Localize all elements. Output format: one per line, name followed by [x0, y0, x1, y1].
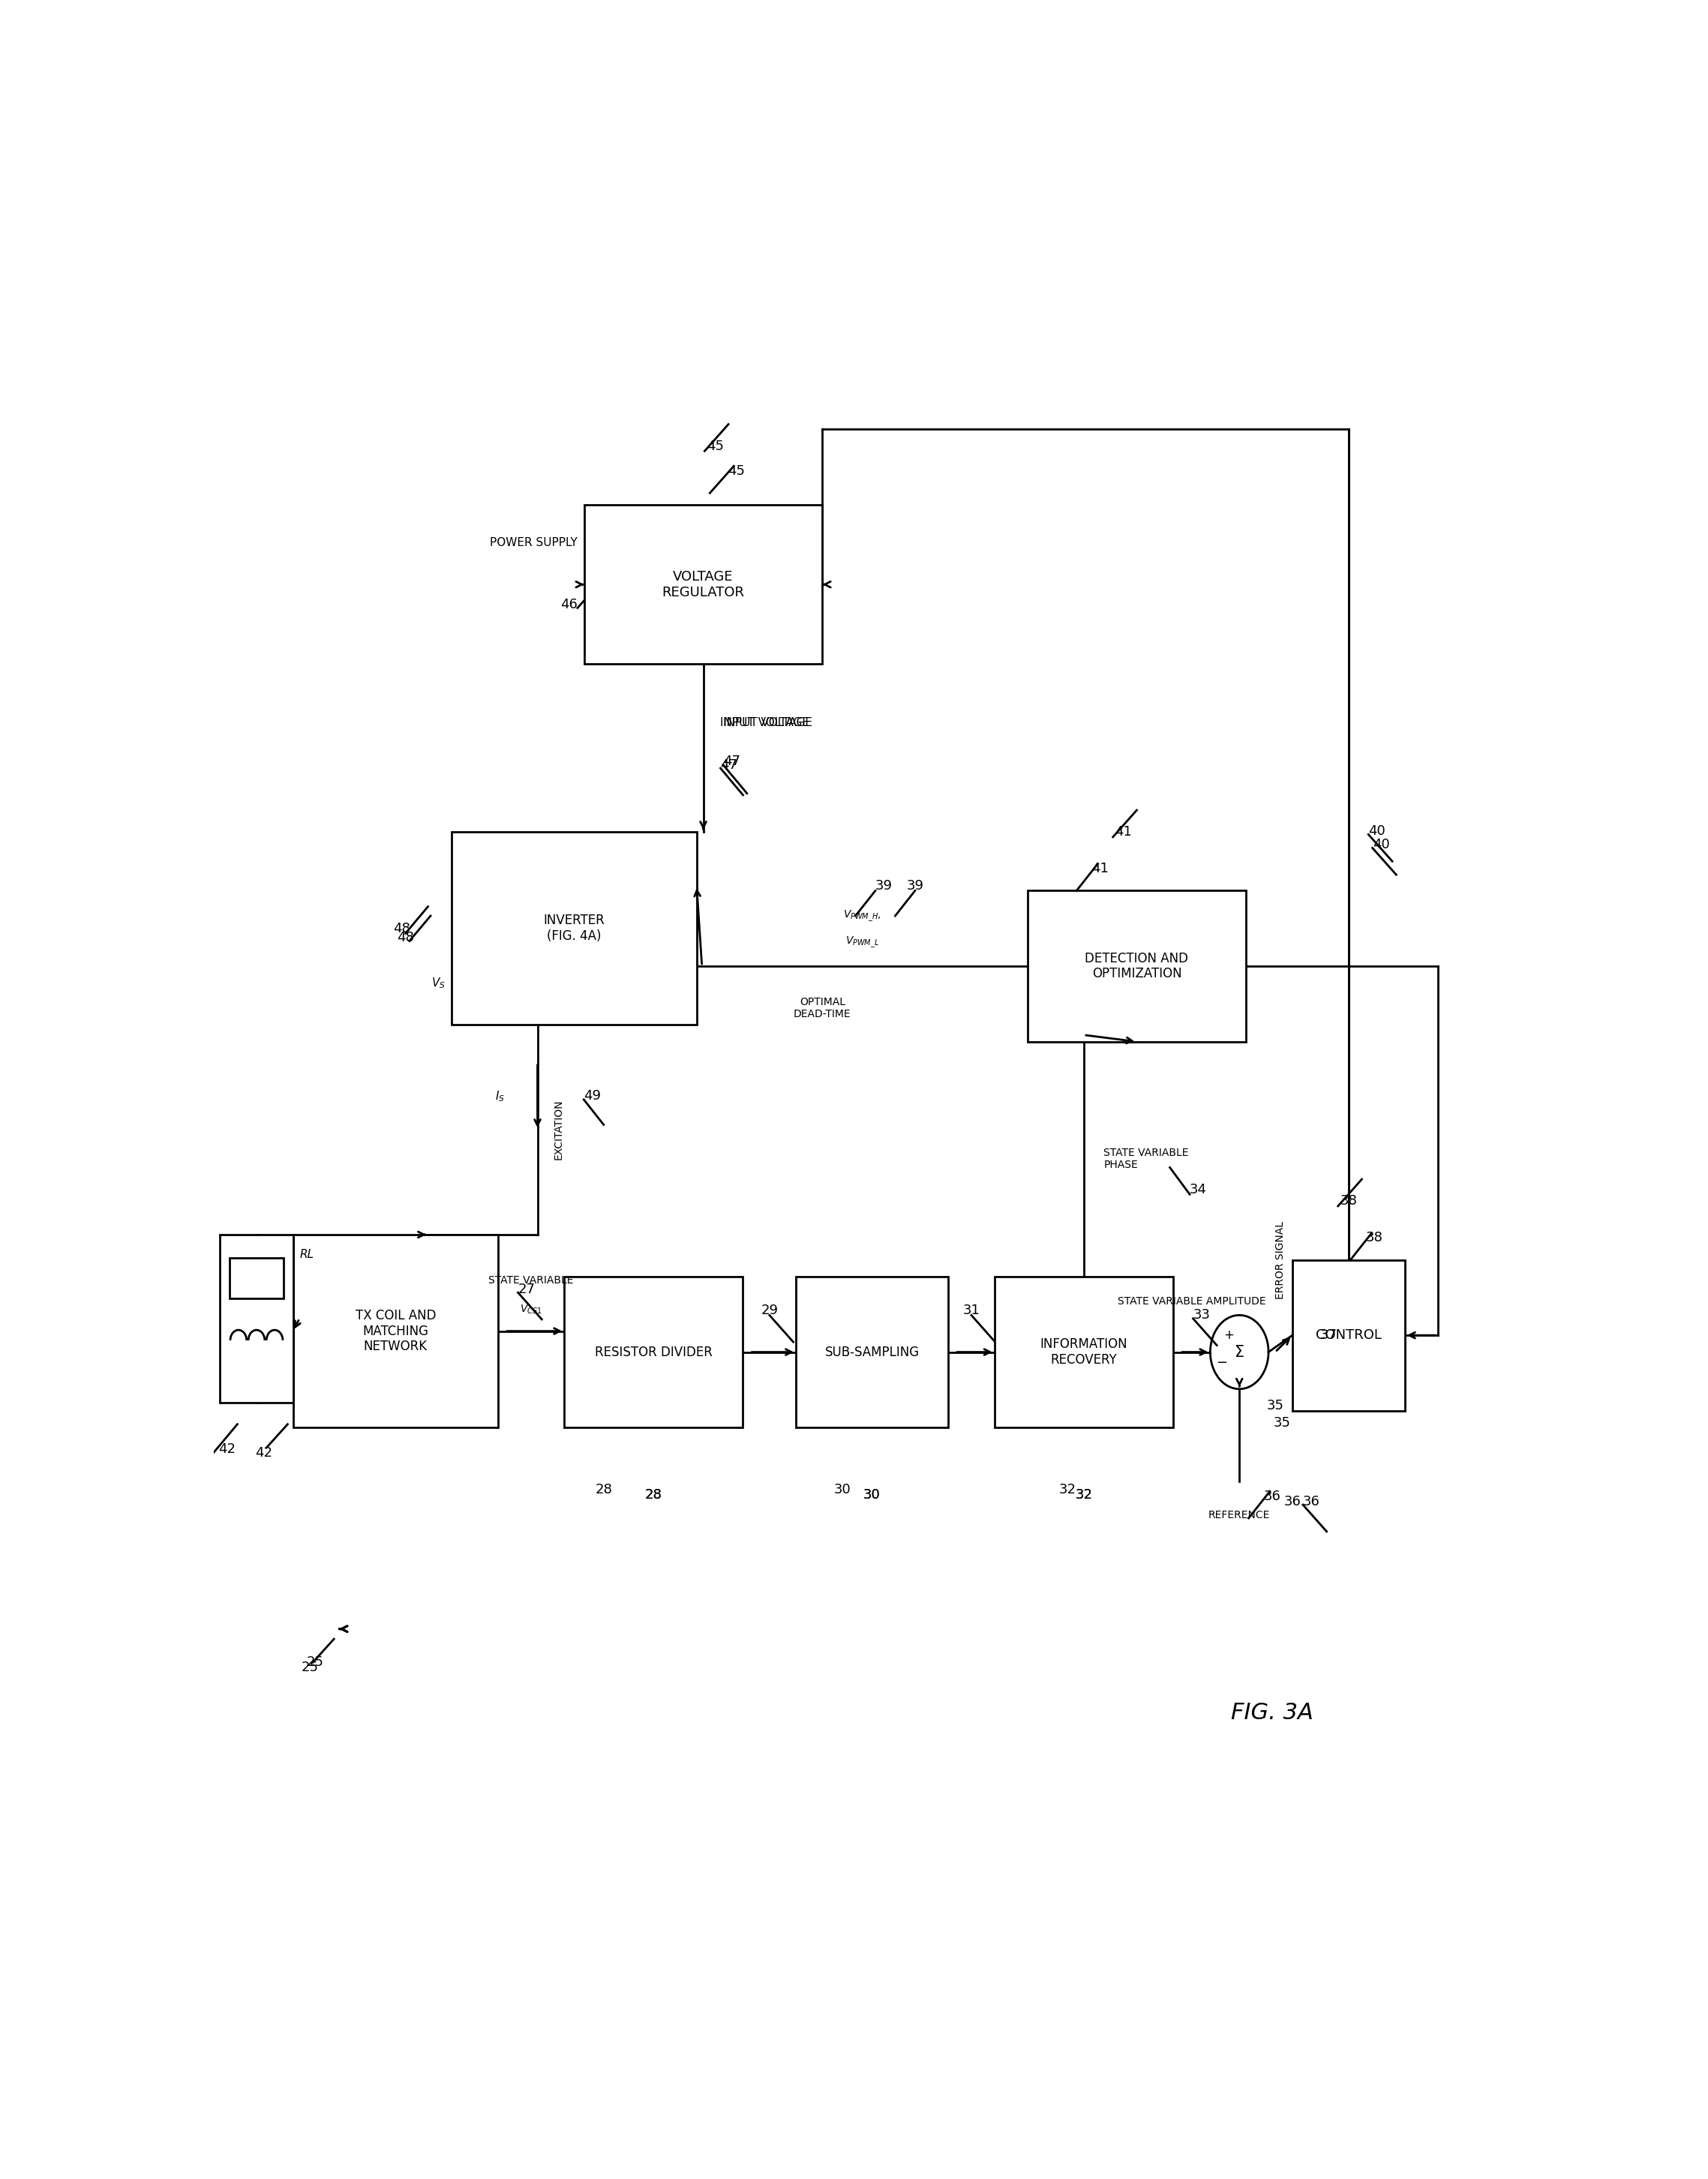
- Text: FIG. 3A: FIG. 3A: [1231, 1702, 1313, 1724]
- FancyBboxPatch shape: [294, 1235, 499, 1427]
- Text: 32: 32: [1059, 1484, 1076, 1497]
- Text: REFERENCE: REFERENCE: [1209, 1510, 1271, 1521]
- Text: TX COIL AND
MATCHING
NETWORK: TX COIL AND MATCHING NETWORK: [355, 1310, 436, 1353]
- Text: 39: 39: [907, 878, 924, 893]
- Text: STATE VARIABLE: STATE VARIABLE: [488, 1275, 574, 1286]
- Text: 28: 28: [596, 1484, 613, 1497]
- Text: 30: 30: [864, 1488, 881, 1501]
- Text: Σ: Σ: [1235, 1344, 1245, 1360]
- Text: 45: 45: [728, 464, 745, 477]
- Text: 40: 40: [1373, 837, 1390, 852]
- Text: 32: 32: [1076, 1488, 1093, 1501]
- Text: $V_{PWM\_L}$: $V_{PWM\_L}$: [845, 935, 880, 950]
- Text: 47: 47: [722, 754, 740, 769]
- Text: ERROR SIGNAL: ERROR SIGNAL: [1276, 1220, 1286, 1299]
- Text: INFORMATION
RECOVERY: INFORMATION RECOVERY: [1040, 1338, 1127, 1366]
- Text: 32: 32: [1076, 1488, 1093, 1501]
- Text: INPUT VOLTAGE: INPUT VOLTAGE: [722, 717, 813, 728]
- Text: +: +: [1225, 1329, 1235, 1342]
- Text: CONTROL: CONTROL: [1315, 1329, 1382, 1342]
- Text: 42: 42: [254, 1447, 273, 1460]
- Text: INPUT VOLTAGE: INPUT VOLTAGE: [721, 717, 810, 728]
- Text: 31: 31: [963, 1303, 980, 1316]
- Text: 41: 41: [1115, 826, 1132, 839]
- Text: −: −: [1216, 1355, 1228, 1371]
- Text: 38: 38: [1366, 1231, 1383, 1244]
- Text: POWER SUPPLY: POWER SUPPLY: [490, 536, 577, 549]
- FancyBboxPatch shape: [1028, 891, 1247, 1042]
- Text: INVERTER
(FIG. 4A): INVERTER (FIG. 4A): [543, 913, 605, 944]
- Text: 25: 25: [307, 1656, 325, 1669]
- Text: 46: 46: [560, 597, 577, 612]
- Text: STATE VARIABLE AMPLITUDE: STATE VARIABLE AMPLITUDE: [1117, 1297, 1266, 1307]
- Text: $V_S$: $V_S$: [430, 976, 446, 989]
- Text: 30: 30: [834, 1484, 851, 1497]
- Text: $V_{PWM\_H},$: $V_{PWM\_H},$: [844, 909, 881, 924]
- Text: STATE VARIABLE
PHASE: STATE VARIABLE PHASE: [1103, 1148, 1189, 1170]
- Text: 36: 36: [1284, 1495, 1301, 1508]
- Text: 39: 39: [876, 878, 893, 893]
- Text: 34: 34: [1190, 1183, 1208, 1196]
- Text: 45: 45: [707, 440, 724, 453]
- FancyBboxPatch shape: [564, 1277, 743, 1427]
- Text: OPTIMAL
DEAD-TIME: OPTIMAL DEAD-TIME: [794, 996, 851, 1020]
- Text: 38: 38: [1341, 1194, 1358, 1207]
- Text: 49: 49: [584, 1090, 601, 1103]
- Text: 48: 48: [396, 930, 413, 944]
- FancyBboxPatch shape: [229, 1257, 284, 1299]
- Text: $I_S$: $I_S$: [495, 1090, 504, 1103]
- Text: 42: 42: [219, 1442, 236, 1456]
- Text: 28: 28: [646, 1488, 663, 1501]
- Text: 36: 36: [1264, 1490, 1281, 1504]
- Text: 29: 29: [760, 1303, 779, 1316]
- Text: 40: 40: [1368, 824, 1385, 839]
- Text: VOLTAGE
REGULATOR: VOLTAGE REGULATOR: [663, 571, 745, 599]
- FancyBboxPatch shape: [220, 1235, 294, 1403]
- Text: 35: 35: [1272, 1416, 1290, 1429]
- FancyBboxPatch shape: [1293, 1259, 1404, 1410]
- FancyBboxPatch shape: [994, 1277, 1173, 1427]
- Text: 37: 37: [1320, 1329, 1337, 1342]
- Text: RESISTOR DIVIDER: RESISTOR DIVIDER: [594, 1344, 712, 1360]
- FancyBboxPatch shape: [796, 1277, 948, 1427]
- Text: DETECTION AND
OPTIMIZATION: DETECTION AND OPTIMIZATION: [1085, 952, 1189, 981]
- Text: 33: 33: [1192, 1307, 1211, 1323]
- Text: 36: 36: [1303, 1495, 1320, 1508]
- FancyBboxPatch shape: [584, 506, 823, 665]
- FancyBboxPatch shape: [451, 832, 697, 1024]
- Text: 47: 47: [721, 758, 738, 771]
- Text: 30: 30: [864, 1488, 881, 1501]
- Text: $V_{CS1}$: $V_{CS1}$: [519, 1303, 543, 1316]
- Text: 27: 27: [518, 1283, 535, 1297]
- Text: SUB-SAMPLING: SUB-SAMPLING: [825, 1344, 919, 1360]
- Text: 28: 28: [646, 1488, 663, 1501]
- Text: 25: 25: [302, 1660, 319, 1673]
- Text: EXCITATION: EXCITATION: [553, 1100, 564, 1159]
- Text: RL: RL: [299, 1249, 314, 1259]
- Text: 48: 48: [393, 922, 410, 935]
- Text: 35: 35: [1266, 1399, 1284, 1412]
- Text: 41: 41: [1091, 863, 1108, 876]
